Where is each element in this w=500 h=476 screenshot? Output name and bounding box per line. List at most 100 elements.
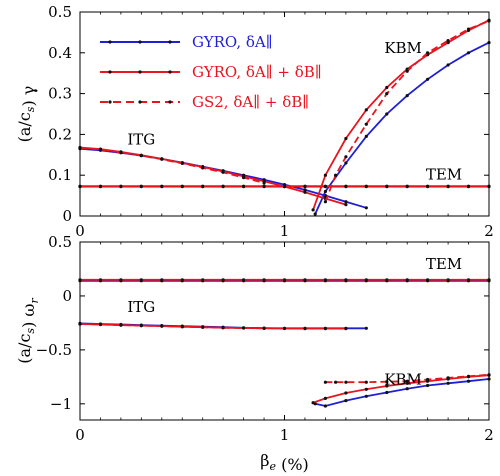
data-point <box>385 112 389 116</box>
data-point <box>344 391 348 395</box>
data-point <box>385 380 389 384</box>
data-point <box>364 394 368 398</box>
x-tick-label: 2 <box>484 222 494 240</box>
annotation-kbm: KBM <box>384 39 422 57</box>
data-point <box>262 278 266 282</box>
data-point <box>466 27 471 31</box>
series-line-itg-6 <box>79 323 265 330</box>
data-point <box>242 176 246 180</box>
series-line-kbm-7 <box>324 20 490 203</box>
legend-marker <box>138 100 142 104</box>
x-tick-label: 1 <box>280 222 290 240</box>
data-point <box>180 278 184 282</box>
series-line-itg-6 <box>79 147 265 184</box>
data-point <box>344 278 348 282</box>
data-point <box>466 278 471 282</box>
data-point <box>446 184 450 188</box>
legend-label: GYRO, δA∥ <box>192 33 273 51</box>
data-point <box>344 203 348 207</box>
y-tick-label: 0 <box>62 287 72 305</box>
data-point <box>98 322 103 327</box>
legend-marker <box>168 100 172 104</box>
y-tick-label: 0.4 <box>48 44 72 62</box>
x-tick-label: 1 <box>280 426 290 444</box>
data-point <box>160 324 164 328</box>
data-point <box>446 376 450 380</box>
y-tick-label: 0.1 <box>48 166 72 184</box>
data-point <box>344 161 348 165</box>
data-point <box>323 380 327 384</box>
y-tick-label: 0 <box>62 207 72 225</box>
legend: GYRO, δA∥ GYRO, δA∥ + δB∥ GS2, δA∥ + δB∥ <box>100 33 322 111</box>
data-point <box>385 184 389 188</box>
data-point <box>426 377 430 382</box>
data-point <box>180 184 184 188</box>
annotation-kbm: KBM <box>384 370 422 388</box>
data-point <box>262 326 266 330</box>
data-point <box>221 278 225 282</box>
y-tick-label: 0.2 <box>48 125 72 143</box>
series-line-itg-3 <box>79 146 347 206</box>
data-point <box>303 190 307 194</box>
data-point <box>466 184 471 188</box>
data-point <box>119 323 123 327</box>
data-point <box>303 278 307 282</box>
x-tick-label: 0 <box>75 426 85 444</box>
data-point <box>426 278 430 282</box>
data-point <box>364 278 368 282</box>
data-point <box>323 200 327 204</box>
data-point <box>221 184 225 188</box>
data-point <box>446 63 450 67</box>
legend-marker <box>138 70 142 74</box>
data-point <box>201 184 205 188</box>
data-point <box>446 381 450 385</box>
data-point <box>201 325 205 329</box>
data-point <box>385 92 389 96</box>
data-point <box>303 184 307 188</box>
data-point <box>446 39 450 43</box>
data-point <box>139 278 143 282</box>
data-point <box>98 184 103 188</box>
data-point <box>344 399 348 403</box>
data-point <box>334 380 338 384</box>
data-point <box>160 184 164 188</box>
data-point <box>323 189 327 194</box>
data-point <box>385 390 389 395</box>
data-point <box>364 122 368 126</box>
data-point <box>323 184 327 188</box>
data-point <box>313 212 317 216</box>
data-point <box>344 200 348 204</box>
data-point <box>364 108 368 112</box>
data-point <box>282 184 287 188</box>
x-tick-label: 2 <box>484 426 494 444</box>
data-point <box>405 278 409 282</box>
y-tick-label: 0.3 <box>48 85 72 103</box>
data-point <box>180 161 184 165</box>
data-point <box>364 134 368 138</box>
y-tick-label: 0.5 <box>48 3 72 21</box>
data-point <box>344 184 348 188</box>
data-point <box>242 184 246 188</box>
y-tick-label: −0.5 <box>36 341 72 359</box>
data-point <box>221 326 225 330</box>
data-point <box>323 396 327 400</box>
annotation-itg: ITG <box>127 298 155 316</box>
top-panel-growth-rate: 0 1 2 0 0.1 0.2 0.3 0.4 0.5 ITG KBM TEM (a/cs) γ <box>15 3 494 240</box>
data-point <box>364 326 368 330</box>
series-line-kbm-7 <box>325 373 490 384</box>
legend-marker <box>108 70 112 74</box>
data-point <box>466 374 471 378</box>
data-point <box>405 387 409 391</box>
data-point <box>364 206 368 210</box>
data-point <box>323 173 327 177</box>
data-point <box>385 384 389 388</box>
data-point <box>344 380 348 384</box>
legend-marker <box>138 40 142 44</box>
series-line-kbm-2 <box>314 41 490 215</box>
data-point <box>119 184 123 188</box>
bottom-panel-real-frequency: 0 1 2 −1 −0.5 0 0.5 ITG KBM TEM (a/cs) ωr βe (%) <box>15 233 494 474</box>
x-axis-label: βe (%) <box>260 451 309 474</box>
data-point <box>466 51 471 55</box>
data-point <box>364 184 368 188</box>
